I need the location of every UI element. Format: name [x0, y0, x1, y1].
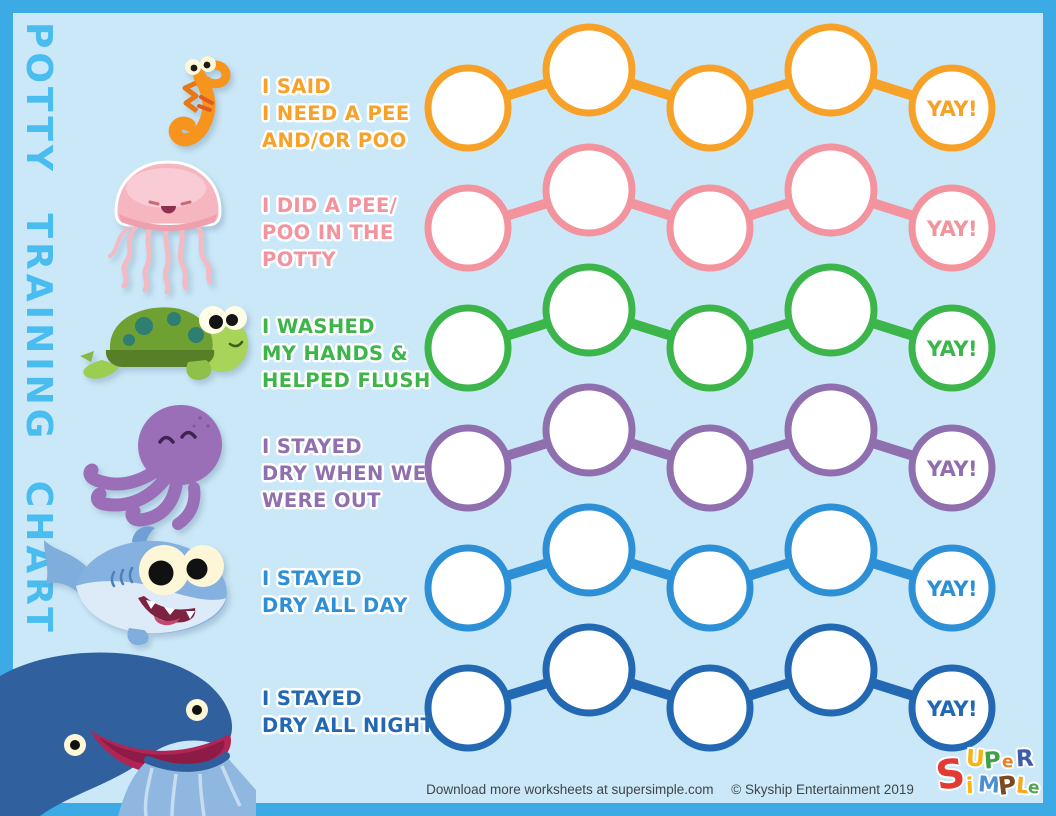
turtle-icon: [80, 306, 248, 381]
logo-letter: i: [965, 773, 975, 800]
sticker-circle-1: [424, 64, 512, 152]
sticker-circle-1: [424, 304, 512, 392]
task-line: POO IN THE: [262, 221, 394, 244]
sticker-circle-4: [784, 23, 878, 117]
sticker-circle-1: [424, 424, 512, 512]
yay-label: YAY!: [926, 337, 977, 361]
footer: Download more worksheets at supersimple.…: [390, 782, 950, 797]
progress-chain-i-did-a-pee-poo: YAY!: [424, 143, 996, 272]
jellyfish-icon: [108, 160, 222, 294]
logo-letter: P: [983, 747, 1002, 775]
sticker-circle-4: [784, 503, 878, 597]
yay-label: YAY!: [926, 217, 977, 241]
task-line: DRY ALL DAY: [262, 594, 408, 617]
task-line: HELPED FLUSH: [262, 369, 431, 392]
yay-circle: [908, 424, 996, 512]
task-line: I NEED A PEE: [262, 102, 410, 125]
progress-chain-i-stayed-dry-all-night: YAY!: [424, 623, 996, 752]
progress-chain-i-washed-my-hands: YAY!: [424, 263, 996, 392]
sticker-circle-2: [542, 503, 636, 597]
yay-label: YAY!: [926, 697, 977, 721]
sticker-circle-3: [666, 304, 754, 392]
task-line: I STAYED: [262, 567, 362, 590]
octopus-icon: [83, 404, 222, 530]
sticker-circle-3: [666, 664, 754, 752]
progress-chain-i-stayed-dry-out: YAY!: [424, 383, 996, 512]
sticker-circle-1: [424, 544, 512, 632]
task-line: AND/OR POO: [262, 129, 407, 152]
sticker-circle-4: [784, 143, 878, 237]
sticker-circle-3: [666, 544, 754, 632]
sticker-circle-2: [542, 263, 636, 357]
task-line: I STAYED: [262, 435, 362, 458]
yay-label: YAY!: [926, 97, 977, 121]
task-line: DRY WHEN WE: [262, 462, 427, 485]
sticker-circle-2: [542, 143, 636, 237]
sticker-circle-4: [784, 623, 878, 717]
task-line: I STAYED: [262, 687, 362, 710]
task-label-i-did-a-pee-poo: I DID A PEE/ POO IN THE POTTY: [262, 192, 472, 273]
logo-letter-s: S: [932, 750, 968, 800]
task-line: DRY ALL NIGHT: [262, 714, 435, 737]
seahorse-icon: [168, 56, 231, 147]
yay-label: YAY!: [926, 577, 977, 601]
yay-circle: [908, 184, 996, 272]
yay-circle: [908, 664, 996, 752]
sticker-circle-3: [666, 184, 754, 272]
task-line: I DID A PEE/: [262, 194, 398, 217]
task-label-i-said-i-need-a-pee: I SAID I NEED A PEE AND/OR POO: [262, 73, 472, 154]
sticker-circle-2: [542, 623, 636, 717]
progress-chain-i-stayed-dry-all-day: YAY!: [424, 503, 996, 632]
task-label-i-stayed-dry-all-day: I STAYED DRY ALL DAY: [262, 565, 472, 619]
shark-icon: [44, 526, 227, 646]
whale-icon: [0, 652, 256, 816]
yay-circle: [908, 64, 996, 152]
yay-circle: [908, 304, 996, 392]
task-line: WERE OUT: [262, 489, 381, 512]
task-line: MY HANDS &: [262, 342, 409, 365]
sticker-circle-4: [784, 383, 878, 477]
sticker-circle-3: [666, 424, 754, 512]
sticker-circle-2: [542, 23, 636, 117]
logo-letter: e: [1026, 777, 1041, 799]
sticker-circle-1: [424, 184, 512, 272]
task-label-i-stayed-dry-out: I STAYED DRY WHEN WE WERE OUT: [262, 433, 472, 514]
task-line: POTTY: [262, 248, 337, 271]
sticker-circle-4: [784, 263, 878, 357]
yay-circle: [908, 544, 996, 632]
sticker-circle-1: [424, 664, 512, 752]
sticker-circle-2: [542, 383, 636, 477]
task-line: I WASHED: [262, 315, 375, 338]
footer-download-text: Download more worksheets at supersimple.…: [426, 782, 714, 797]
progress-chain-i-said-i-need-a-pee: YAY!: [424, 23, 996, 152]
logo-letter: R: [1015, 745, 1035, 773]
task-label-i-washed-my-hands: I WASHED MY HANDS & HELPED FLUSH: [262, 313, 472, 394]
footer-copyright-text: © Skyship Entertainment 2019: [731, 782, 914, 797]
yay-label: YAY!: [926, 457, 977, 481]
task-label-i-stayed-dry-all-night: I STAYED DRY ALL NIGHT: [262, 685, 472, 739]
sticker-circle-3: [666, 64, 754, 152]
task-line: I SAID: [262, 75, 332, 98]
